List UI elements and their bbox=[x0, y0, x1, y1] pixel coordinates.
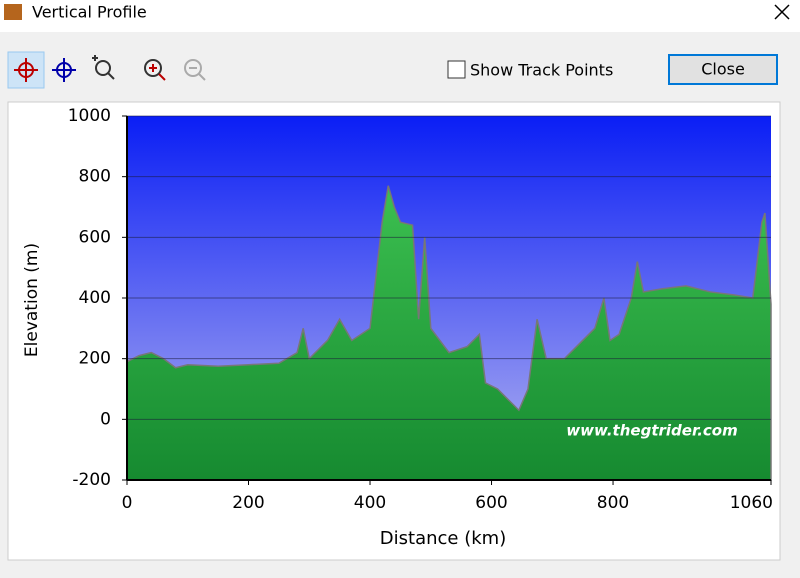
y-tick-label: -200 bbox=[72, 470, 111, 490]
window-title: Vertical Profile bbox=[32, 3, 147, 22]
x-tick-label: 800 bbox=[597, 493, 629, 513]
title-bar bbox=[0, 0, 800, 32]
checkbox-label[interactable]: Show Track Points bbox=[470, 61, 613, 80]
toolbar-icons bbox=[14, 55, 206, 82]
y-tick-label: 200 bbox=[79, 349, 111, 369]
close-icon[interactable] bbox=[774, 4, 790, 20]
y-axis-label: Elevation (m) bbox=[22, 243, 42, 357]
app-icon bbox=[4, 4, 22, 20]
elevation-area bbox=[126, 185, 772, 481]
y-tick-label: 800 bbox=[79, 167, 111, 187]
close-button[interactable] bbox=[668, 54, 778, 85]
y-tick-label: 1000 bbox=[68, 106, 111, 126]
close-button-label[interactable]: Close bbox=[701, 60, 745, 79]
x-tick-label: 600 bbox=[475, 493, 507, 513]
checkbox[interactable] bbox=[447, 60, 466, 79]
x-tick-label: 1060 bbox=[730, 493, 773, 513]
x-tick-label: 200 bbox=[232, 493, 264, 513]
y-tick-label: 0 bbox=[100, 409, 111, 429]
y-tick-label: 600 bbox=[79, 227, 111, 247]
x-tick-label: 0 bbox=[122, 493, 133, 513]
y-tick-label: 400 bbox=[79, 288, 111, 308]
x-axis-label: Distance (km) bbox=[380, 528, 506, 549]
watermark: www.thegtrider.com bbox=[566, 422, 737, 440]
x-tick-label: 400 bbox=[354, 493, 386, 513]
plot: -200 0 200 400 600 800 1000 0 200 400 600 800 1060 ww… bbox=[68, 106, 773, 513]
